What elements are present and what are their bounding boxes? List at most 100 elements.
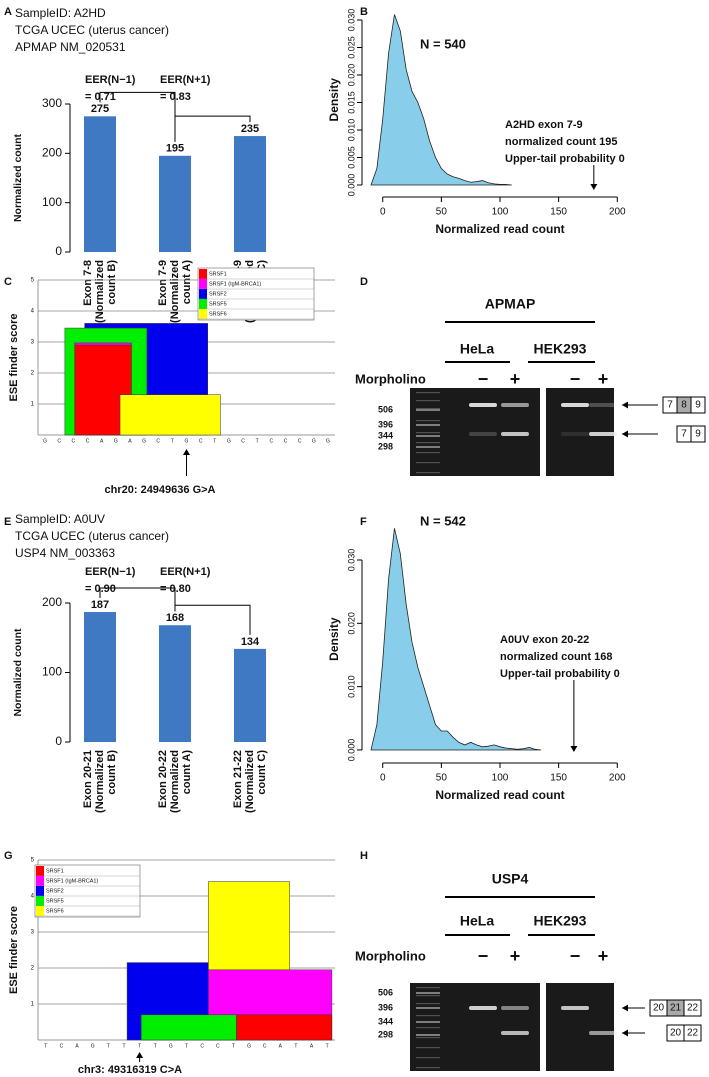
bracket-label: = 0.80	[160, 583, 191, 595]
arrow-head	[590, 184, 598, 190]
gel-band	[589, 1031, 617, 1035]
bracket-label: = 0.83	[160, 91, 191, 103]
ladder-band	[416, 1027, 440, 1029]
gel-band	[561, 403, 589, 407]
annotation: chr20: 24949636 G>A	[105, 484, 216, 496]
ladder-band	[416, 446, 440, 448]
y-tick-label: 0.010	[346, 119, 356, 142]
y-axis-label: ESE finder score	[8, 906, 20, 994]
sequence-letter: G	[312, 438, 316, 444]
cell-line: HEK293	[534, 913, 587, 929]
exon-box	[690, 396, 706, 414]
exon-label: 8	[681, 400, 687, 411]
ladder-band	[416, 409, 440, 411]
sequence-letter: T	[185, 1043, 188, 1049]
ladder-band	[416, 462, 440, 464]
sequence-letter: C	[216, 1043, 220, 1049]
arrow-head	[183, 449, 190, 455]
ladder-band	[416, 1034, 440, 1036]
gel-band	[469, 403, 497, 407]
x-tick-label: 0	[380, 207, 386, 218]
exon-label: 22	[687, 1003, 699, 1014]
sequence-letter: T	[154, 1043, 157, 1049]
motif-block	[236, 1014, 333, 1041]
bracket-label: EER(N−1)	[85, 74, 136, 86]
sequence-letter: C	[199, 438, 203, 444]
gel-band	[501, 432, 529, 436]
annotation: normalized count 195	[505, 136, 617, 148]
row-label: Morpholino	[355, 371, 426, 386]
legend-box	[34, 864, 141, 918]
ladder-label: 396	[378, 419, 393, 429]
sequence-letter: G	[114, 438, 118, 444]
gel-title: APMAP	[485, 296, 536, 312]
panel-label: G	[4, 850, 13, 862]
y-tick-label: 200	[42, 146, 62, 160]
ladder-band	[416, 1057, 440, 1059]
legend-swatch	[36, 906, 44, 916]
panel-label: F	[360, 516, 367, 528]
sequence-letter: A	[128, 438, 132, 444]
y-tick-label: 4	[31, 894, 35, 900]
ladder-band	[416, 472, 440, 474]
bracket-label: = 0.90	[85, 583, 116, 595]
bar	[234, 648, 266, 742]
sequence-letter: T	[122, 1043, 125, 1049]
x-tick-label: 200	[609, 773, 626, 784]
treatment-sign: +	[598, 369, 609, 389]
exon-label: 20	[653, 1003, 665, 1014]
sequence-letter: G	[142, 438, 146, 444]
y-tick-label: 5	[31, 278, 35, 284]
legend-swatch	[199, 299, 207, 309]
sequence-letter: C	[270, 438, 274, 444]
arrow-head	[136, 1052, 144, 1058]
ladder-band	[416, 1037, 440, 1039]
y-tick-label: 0.000	[346, 174, 356, 197]
sequence-letter: A	[310, 1043, 314, 1049]
exon-label: 9	[695, 400, 701, 411]
legend-swatch	[199, 279, 207, 289]
sequence-letter: A	[75, 1043, 79, 1049]
treatment-sign: −	[478, 369, 489, 389]
legend-label: SRSF1 (IgM-BRCA1)	[209, 281, 261, 287]
sequence-letter: G	[91, 1043, 95, 1049]
arrow-head	[622, 1004, 628, 1012]
arrow-head	[622, 1029, 628, 1037]
x-axis-label: Normalized read count	[435, 222, 564, 236]
ladder-band	[416, 424, 440, 426]
ladder-band	[416, 1015, 440, 1017]
y-tick-label: 0.015	[346, 91, 356, 114]
arrow-head	[570, 746, 578, 752]
data-label: 187	[91, 599, 109, 611]
x-tick-label: count B)	[106, 750, 118, 795]
annotation: normalized count 168	[500, 651, 612, 663]
exon-label: 7	[667, 400, 673, 411]
y-tick-label: 1	[31, 1002, 35, 1008]
sequence-letter: C	[263, 1043, 267, 1049]
gel-band	[561, 432, 589, 436]
annotation: APMAP NM_020531	[15, 40, 126, 54]
annotation: Upper-tail probability 0	[500, 668, 620, 680]
x-tick-label: 150	[550, 207, 567, 218]
bar	[234, 136, 266, 252]
treatment-sign: −	[478, 946, 489, 966]
ladder-band	[416, 995, 440, 997]
legend-label: SRSF2	[46, 888, 64, 894]
ladder-band	[416, 435, 440, 437]
gel-band	[469, 432, 497, 436]
x-tick-label: Exon 20-22	[157, 750, 169, 808]
ladder-label: 298	[378, 441, 393, 451]
ladder-band	[416, 432, 440, 434]
annotation: N = 540	[420, 36, 466, 51]
x-tick-label: 100	[492, 773, 509, 784]
y-tick-label: 0.020	[346, 64, 356, 87]
annotation: SampleID: A2HD	[15, 6, 106, 20]
ladder-band	[416, 1003, 440, 1005]
legend-box	[197, 267, 315, 321]
y-tick-label: 3	[31, 340, 35, 346]
cell-line: HEK293	[534, 341, 587, 357]
x-tick-label: (Normalized	[244, 750, 256, 813]
arrow-head	[622, 401, 628, 409]
annotation: Upper-tail probability 0	[505, 153, 625, 165]
sequence-letter: C	[284, 438, 288, 444]
